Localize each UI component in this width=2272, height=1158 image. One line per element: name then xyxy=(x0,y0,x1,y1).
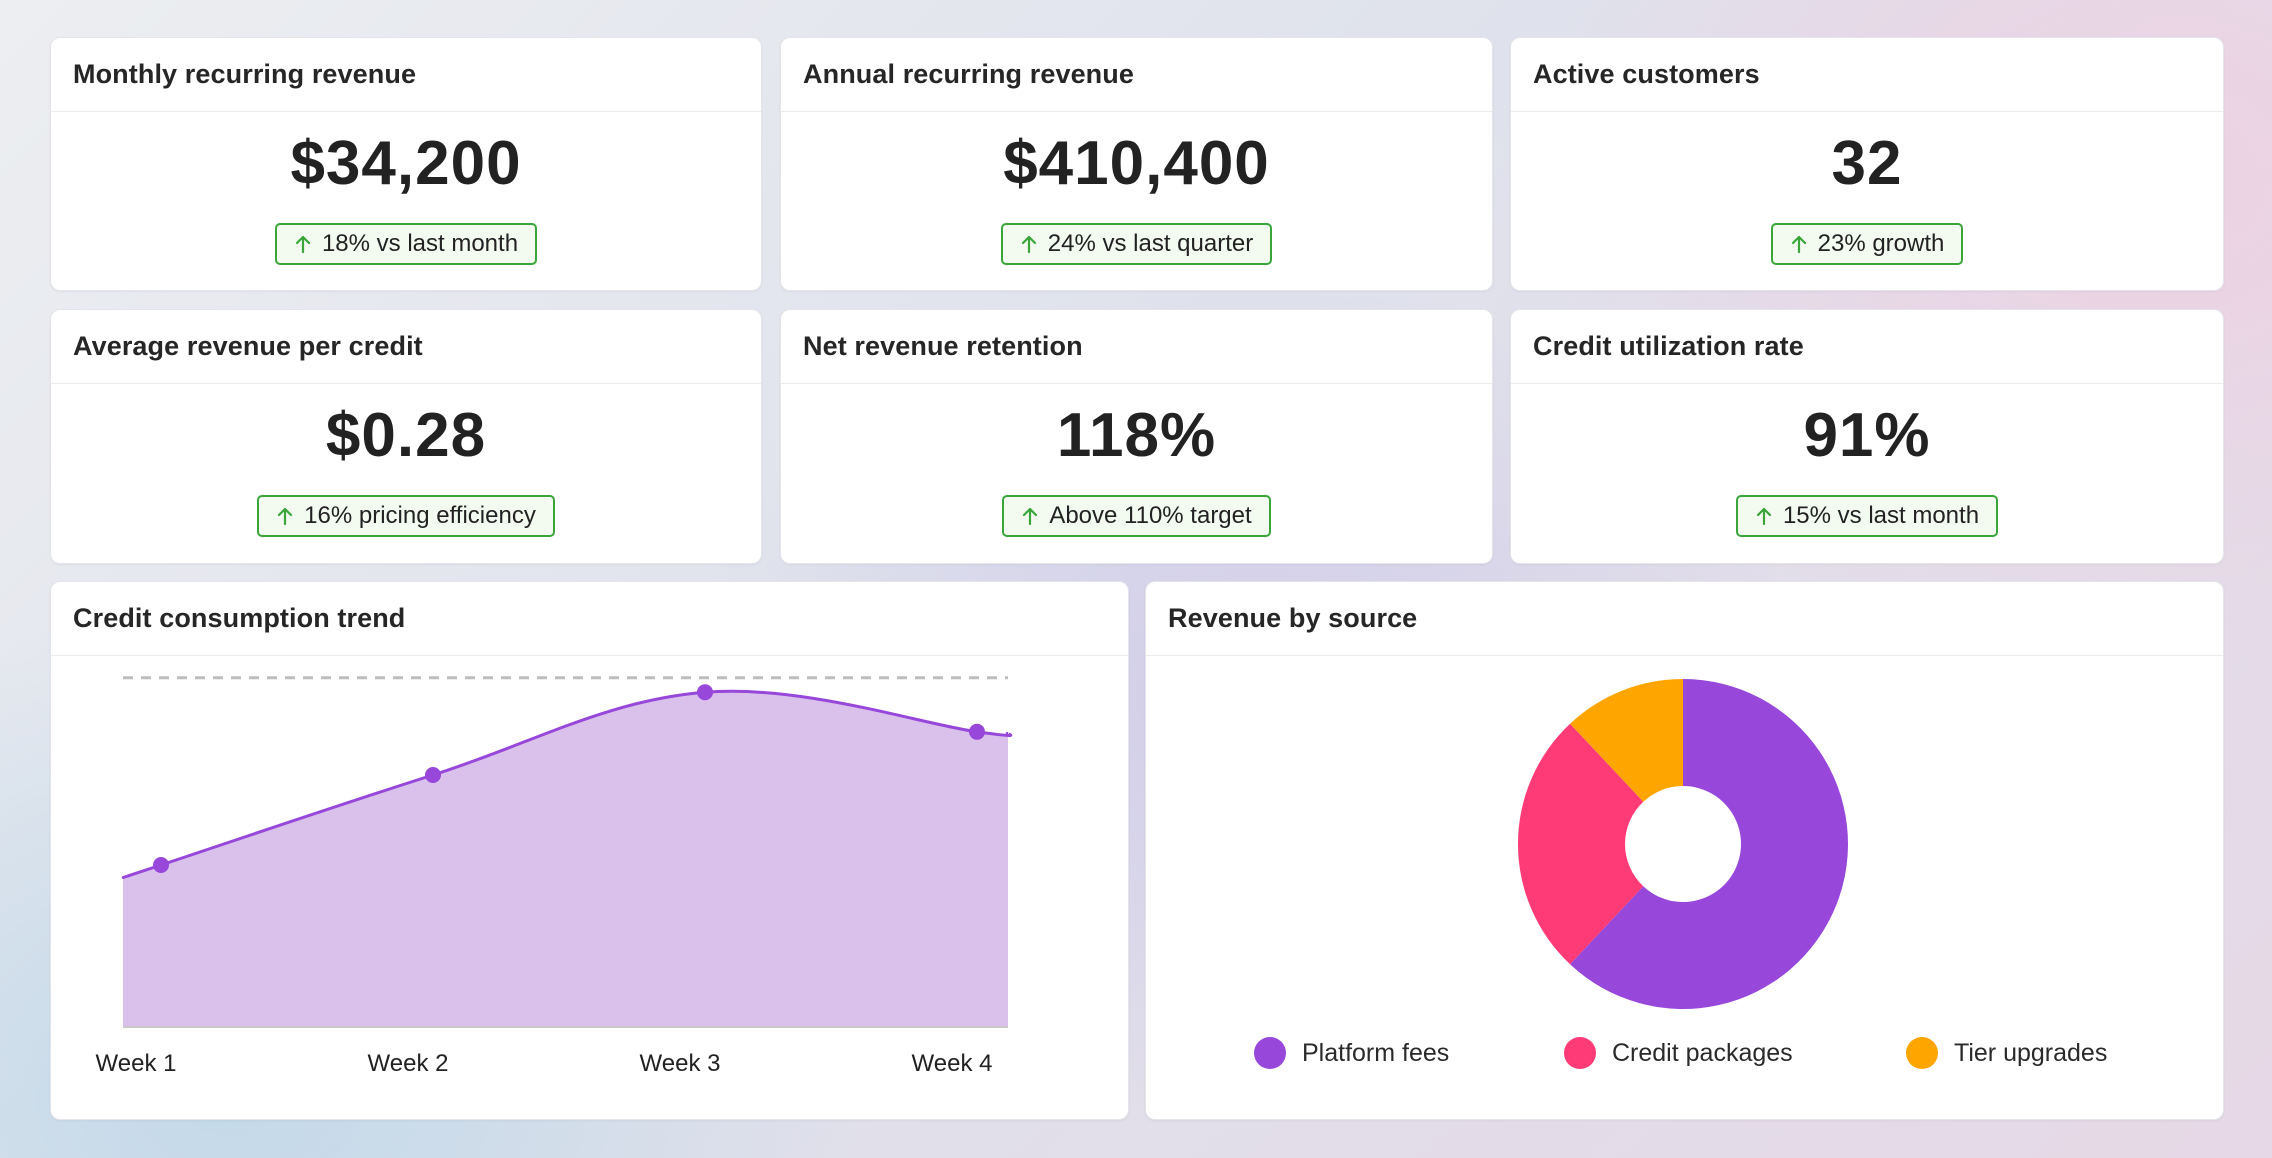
card-header: Annual recurring revenue xyxy=(781,38,1492,112)
arrow-up-icon xyxy=(1756,507,1772,526)
metric-card-net-revenue-retention: Net revenue retention 118% Above 110% ta… xyxy=(780,309,1493,564)
legend-swatch xyxy=(1564,1037,1596,1069)
trend-badge: 15% vs last month xyxy=(1735,495,1999,537)
card-title: Credit utilization rate xyxy=(1533,331,1804,361)
badge-label: 18% vs last month xyxy=(321,230,519,257)
badge-label: Above 110% target xyxy=(1049,502,1252,529)
donut-slice xyxy=(1518,723,1644,965)
legend-label: Tier upgrades xyxy=(1954,1038,2108,1067)
card-header: Monthly recurring revenue xyxy=(51,38,761,112)
metric-value: 32 xyxy=(1831,129,1903,198)
metric-value: 118% xyxy=(1056,401,1217,470)
legend-label: Credit packages xyxy=(1612,1038,1793,1067)
legend-swatch xyxy=(1254,1037,1286,1069)
card-header: Active customers xyxy=(1511,38,2223,112)
arrow-up-icon xyxy=(1791,235,1806,254)
trend-badge: 23% growth xyxy=(1770,223,1964,265)
metric-card-credit-utilization: Credit utilization rate 91% 15% vs last … xyxy=(1510,309,2224,564)
x-tick-label: Week 2 xyxy=(368,1050,449,1077)
card-title: Average revenue per credit xyxy=(73,331,423,361)
legend-label: Platform fees xyxy=(1302,1038,1450,1067)
arrow-up-icon xyxy=(295,235,311,254)
card-header: Average revenue per credit xyxy=(51,310,761,384)
metric-value: $410,400 xyxy=(1003,129,1270,198)
legend-swatch xyxy=(1906,1037,1938,1069)
area-fill xyxy=(123,691,1011,1027)
metric-card-mrr: Monthly recurring revenue $34,200 18% vs… xyxy=(50,37,762,291)
card-title: Net revenue retention xyxy=(803,331,1083,361)
data-point xyxy=(697,684,713,701)
x-tick-label: Week 4 xyxy=(912,1050,993,1077)
donut-slice xyxy=(1570,679,1849,1009)
data-point xyxy=(425,767,441,783)
card-header: Net revenue retention xyxy=(781,310,1492,384)
donut-slice xyxy=(1570,679,1683,802)
badge-label: 15% vs last month xyxy=(1782,502,1980,529)
trend-badge: 18% vs last month xyxy=(274,223,538,265)
metric-card-avg-revenue-per-credit: Average revenue per credit $0.28 16% pri… xyxy=(50,309,762,564)
arrow-up-icon xyxy=(278,507,293,526)
data-point xyxy=(153,857,169,873)
arrow-up-icon xyxy=(1023,507,1038,526)
metric-value: $34,200 xyxy=(290,129,522,198)
card-title: Annual recurring revenue xyxy=(803,59,1134,89)
card-title: Monthly recurring revenue xyxy=(73,59,417,89)
badge-label: 23% growth xyxy=(1817,230,1945,257)
x-tick-label: Week 1 xyxy=(96,1050,177,1077)
legend-item-tier-upgrades: Tier upgrades xyxy=(1906,1037,2107,1069)
metric-value: $0.28 xyxy=(325,401,487,470)
legend-item-credit-packages: Credit packages xyxy=(1564,1037,1793,1069)
revenue-by-source-card: Revenue by source Platform fees Credit p… xyxy=(1145,581,2224,1120)
revenue-donut-chart xyxy=(1518,679,1849,1009)
metric-value: 91% xyxy=(1803,401,1931,470)
arrow-up-icon xyxy=(1021,235,1036,254)
chart-title: Credit consumption trend xyxy=(73,603,406,633)
card-header: Credit consumption trend xyxy=(51,582,1128,656)
badge-label: 24% vs last quarter xyxy=(1047,230,1254,257)
card-title: Active customers xyxy=(1533,59,1760,89)
trend-badge: Above 110% target xyxy=(1002,495,1271,537)
credit-consumption-chart: Week 1 Week 2 Week 3 Week 4 xyxy=(96,676,1013,1077)
credit-consumption-card: Credit consumption trend Week 1 Week 2 Wee… xyxy=(50,581,1129,1120)
trend-badge: 24% vs last quarter xyxy=(1000,223,1273,265)
x-tick-label: Week 3 xyxy=(640,1050,721,1077)
legend-item-platform-fees: Platform fees xyxy=(1254,1037,1449,1069)
metric-card-arr: Annual recurring revenue $410,400 24% vs… xyxy=(780,37,1493,291)
metric-card-active-customers: Active customers 32 23% growth xyxy=(1510,37,2224,291)
card-header: Revenue by source xyxy=(1146,582,2223,656)
trend-badge: 16% pricing efficiency xyxy=(257,495,555,537)
chart-title: Revenue by source xyxy=(1168,603,1418,633)
card-header: Credit utilization rate xyxy=(1511,310,2223,384)
chart-legend: Platform fees Credit packages Tier upgra… xyxy=(1146,1037,2223,1081)
badge-label: 16% pricing efficiency xyxy=(304,502,536,529)
data-point xyxy=(969,723,985,740)
